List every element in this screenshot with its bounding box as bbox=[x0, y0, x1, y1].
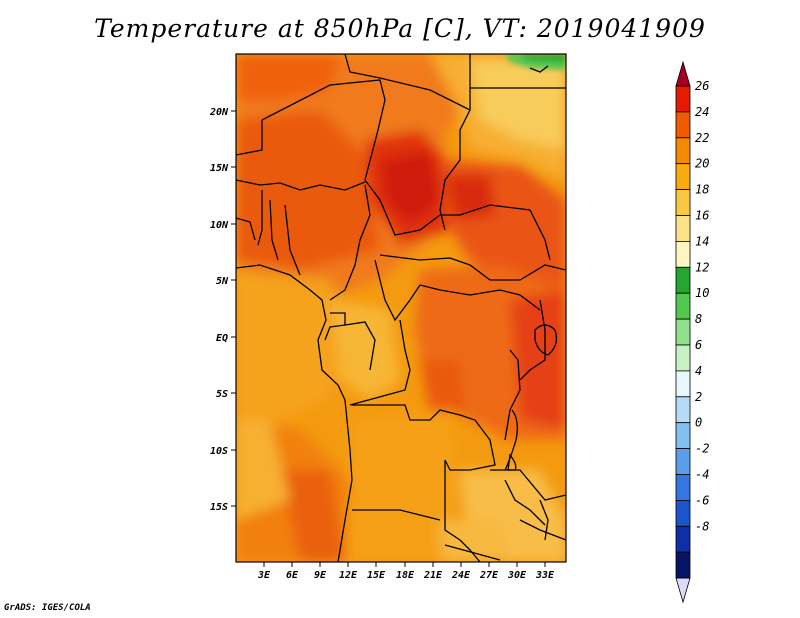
lat-label: 10N bbox=[210, 220, 229, 231]
colorbar-swatch bbox=[675, 111, 691, 139]
lon-label: 3E bbox=[257, 570, 271, 581]
colorbar-swatch bbox=[675, 422, 691, 450]
chart-title: Temperature at 850hPa [C], VT: 201904190… bbox=[94, 14, 706, 43]
colorbar-label: 26 bbox=[695, 79, 709, 93]
footer-credit: GrADS: IGES/COLA bbox=[4, 603, 91, 613]
lat-label: 10S bbox=[210, 446, 228, 457]
colorbar-swatch bbox=[675, 344, 691, 372]
colorbar-swatch bbox=[675, 240, 691, 268]
lon-label: 18E bbox=[396, 570, 415, 581]
colorbar-swatch bbox=[675, 370, 691, 398]
colorbar-swatch bbox=[675, 163, 691, 190]
lon-axis: 3E 6E 9E 12E 15E 18E 21E 24E 27E 30E 33E bbox=[257, 562, 555, 581]
colorbar-label: -6 bbox=[695, 493, 709, 507]
colorbar-label: 10 bbox=[695, 286, 709, 300]
colorbar-label: 4 bbox=[695, 364, 702, 378]
map-frame bbox=[235, 53, 567, 563]
colorbar-swatch bbox=[675, 266, 691, 294]
colorbar-label: 2 bbox=[695, 390, 702, 404]
lat-label: 15S bbox=[210, 502, 228, 513]
colorbar-label: 6 bbox=[695, 338, 702, 352]
colorbar-swatch bbox=[675, 215, 691, 242]
colorbar-bottom-arrow bbox=[675, 577, 691, 604]
lat-axis: 20N 15N 10N 5N EQ 5S 10S 15S bbox=[209, 107, 236, 513]
lat-label: EQ bbox=[216, 333, 228, 344]
colorbar-swatch bbox=[675, 137, 691, 165]
lat-label: 20N bbox=[209, 107, 229, 118]
colorbar-swatch bbox=[675, 525, 691, 553]
colorbar-swatch bbox=[675, 292, 691, 320]
colorbar-label: -2 bbox=[695, 442, 709, 456]
colorbar-swatch bbox=[675, 189, 691, 216]
lon-label: 30E bbox=[507, 570, 527, 581]
colorbar-label: -8 bbox=[695, 519, 709, 533]
lon-label: 21E bbox=[423, 570, 443, 581]
temperature-field bbox=[236, 54, 566, 562]
country-borders bbox=[236, 54, 566, 562]
colorbar-swatch bbox=[675, 396, 691, 424]
colorbar-label: 12 bbox=[695, 260, 709, 274]
lon-label: 9E bbox=[314, 570, 327, 581]
lat-label: 5S bbox=[216, 389, 228, 400]
colorbar-swatch bbox=[675, 551, 691, 579]
colorbar-label: 22 bbox=[695, 131, 709, 145]
colorbar-swatch bbox=[675, 499, 691, 527]
colorbar-label: 24 bbox=[695, 105, 709, 119]
colorbar-top-arrow bbox=[675, 60, 691, 87]
colorbar-label: 14 bbox=[695, 234, 709, 248]
lat-label: 5N bbox=[216, 276, 229, 287]
colorbar-swatch bbox=[675, 85, 691, 113]
colorbar-label: 8 bbox=[695, 312, 702, 326]
lat-label: 15N bbox=[210, 163, 229, 174]
colorbar-swatch bbox=[675, 448, 691, 475]
colorbar-label: 16 bbox=[695, 209, 709, 223]
colorbar-swatch bbox=[675, 318, 691, 346]
colorbar-swatch bbox=[675, 474, 691, 501]
lon-label: 27E bbox=[479, 570, 499, 581]
colorbar-label: 20 bbox=[695, 157, 709, 171]
lon-label: 15E bbox=[367, 570, 386, 581]
colorbar-label: 18 bbox=[695, 183, 709, 197]
colorbar-label: -4 bbox=[695, 468, 709, 482]
lon-label: 6E bbox=[286, 570, 299, 581]
lon-label: 24E bbox=[451, 570, 471, 581]
colorbar-label: 0 bbox=[695, 416, 702, 430]
lon-label: 12E bbox=[339, 570, 358, 581]
lon-label: 33E bbox=[535, 570, 555, 581]
